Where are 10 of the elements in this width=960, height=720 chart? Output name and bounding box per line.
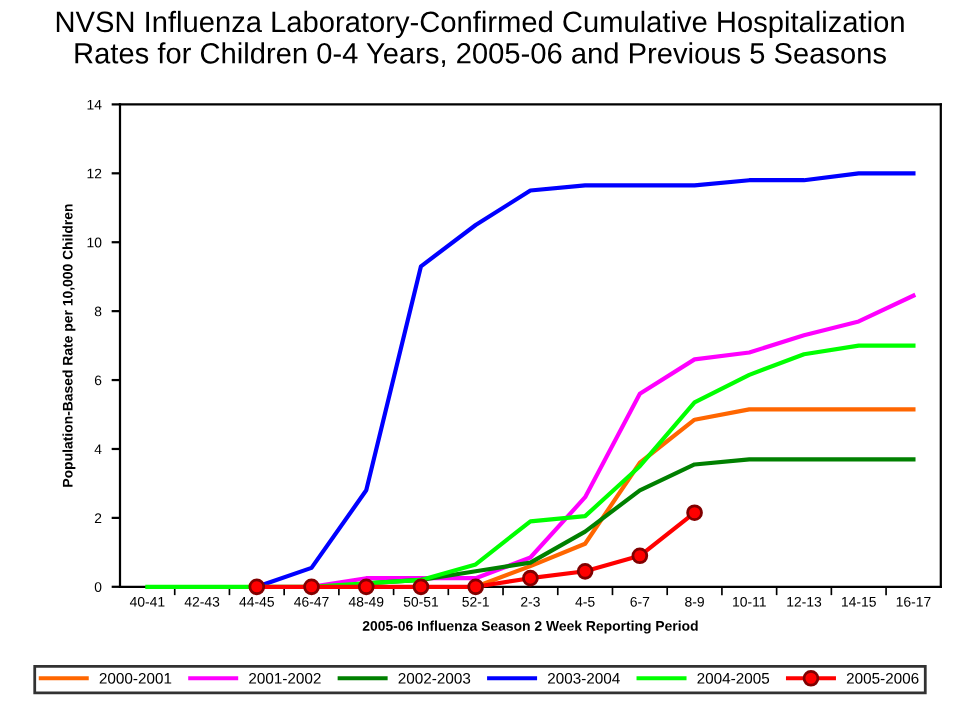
point [248,578,266,596]
point [522,569,539,587]
point [412,578,430,596]
point [686,504,703,522]
point [467,578,485,596]
point [357,578,375,596]
point [631,547,649,565]
point [303,578,320,596]
chart-title: NVSN Influenza Laboratory-Confirmed Cumulative Hospitalization Rates for Children 0-4 Years, 2005-06 and Previous 5 Seasons [56,10,904,68]
point [576,562,594,580]
